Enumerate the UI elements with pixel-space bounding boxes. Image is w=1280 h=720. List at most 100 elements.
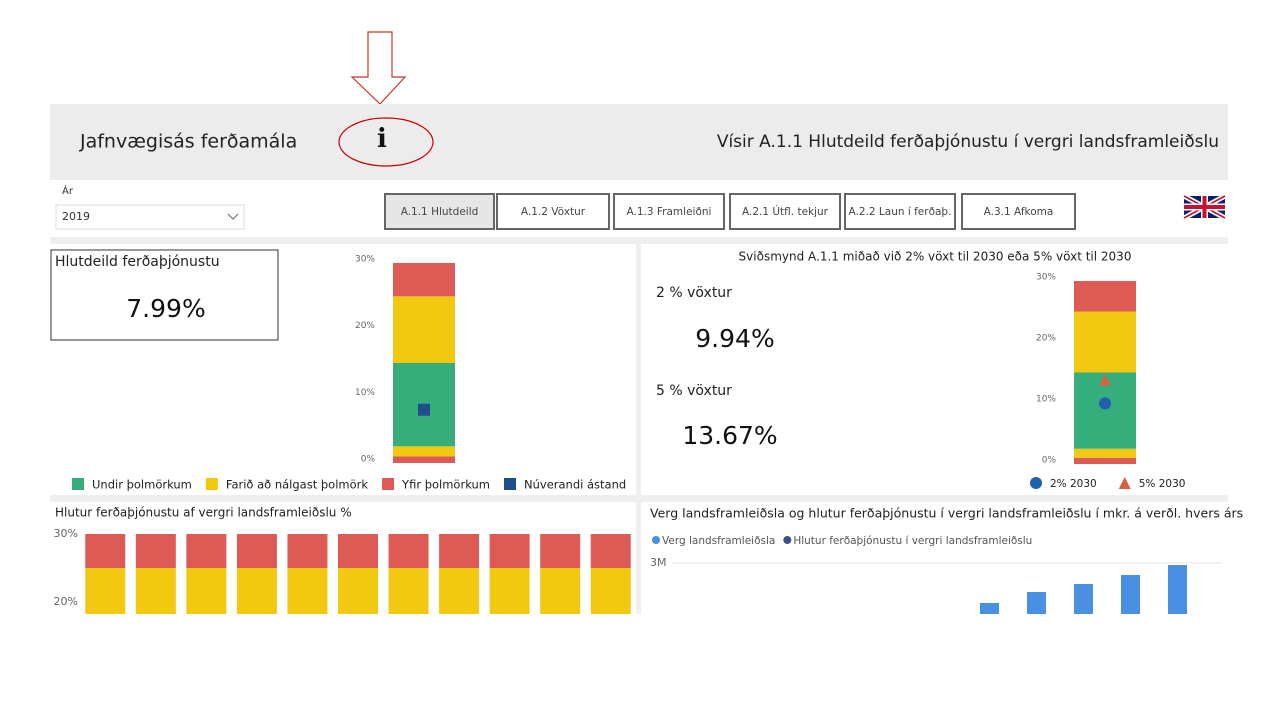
bar-segment (439, 568, 480, 614)
legend-label: 5% 2030 (1139, 478, 1186, 490)
legend-swatch (1030, 477, 1042, 489)
bar-segment (1074, 448, 1136, 458)
bar-segment (389, 636, 429, 720)
flag (1182, 193, 1227, 221)
chart-title: Verg landsframleiðsla og hlutur ferðaþjó… (650, 506, 1243, 521)
card-title: 5 % vöxtur (656, 383, 732, 399)
bar-segment (186, 636, 226, 720)
bar-segment (186, 534, 227, 568)
y-tick-label: 0% (361, 455, 376, 465)
marker (418, 403, 430, 416)
bar-segment (393, 263, 455, 297)
bar-segment (489, 568, 530, 614)
bar (1121, 575, 1140, 614)
slicer-value: 2019 (62, 210, 90, 223)
bar-segment (338, 568, 378, 614)
legend-label: 2% 2030 (1050, 478, 1097, 490)
y-tick-label: 30% (54, 527, 78, 540)
bar-segment (439, 636, 479, 720)
tab[interactable] (384, 193, 495, 230)
y-tick-label: 20% (1036, 334, 1056, 344)
legend-label: Hlutur ferðaþjónustu í vergri landsframl… (793, 535, 1032, 547)
bar-segment (136, 636, 176, 720)
legend-label: Núverandi ástand (524, 478, 626, 492)
tab-label: A.1.1 Hlutdeild (401, 206, 479, 218)
tab[interactable] (844, 193, 956, 230)
card-title: 2 % vöxtur (656, 285, 732, 301)
bar-segment (590, 534, 631, 568)
legend-swatch (652, 536, 660, 544)
bar-segment (1074, 457, 1136, 464)
bar-segment (489, 534, 530, 568)
bar-segment (393, 296, 455, 363)
y-tick-label: 0% (1042, 456, 1057, 466)
bar-segment (393, 456, 455, 463)
legend-swatch (205, 478, 218, 490)
legend-swatch (504, 478, 516, 490)
y-tick-label: 3M (650, 556, 667, 569)
y-tick-label: 30% (355, 255, 375, 265)
separator (636, 244, 641, 614)
info-icon[interactable]: i (377, 124, 387, 154)
bar-segment (85, 568, 126, 614)
tab-label: A.1.3 Framleiðni (627, 206, 712, 218)
dropdown[interactable] (55, 204, 245, 230)
card-value: 13.67% (682, 421, 777, 450)
bar-segment (393, 446, 455, 457)
bar-segment (85, 636, 125, 720)
bar-segment (591, 636, 631, 720)
bar (1168, 565, 1187, 614)
header-indicator: Vísir A.1.1 Hlutdeild ferðaþjónustu í ve… (717, 132, 1219, 152)
bar-segment (490, 636, 530, 720)
bar-segment (1074, 311, 1136, 373)
bar (1074, 584, 1093, 614)
tab[interactable] (496, 193, 610, 230)
marker (1099, 374, 1111, 386)
bar-segment (590, 568, 631, 614)
bar-segment (287, 534, 328, 568)
marker (1099, 397, 1111, 410)
tab[interactable] (961, 193, 1076, 230)
legend-swatch (783, 536, 792, 544)
tab-label: A.2.2 Laun í ferðaþ. (849, 206, 952, 218)
header-bar (50, 104, 1228, 180)
y-tick-label: 10% (355, 388, 375, 398)
chart-title: Sviðsmynd A.1.1 miðað við 2% vöxt til 20… (739, 250, 1132, 264)
chart-title: Hlutur ferðaþjónustu af vergri landsfram… (55, 506, 352, 520)
card-value: 7.99% (126, 294, 205, 323)
bar-segment (135, 568, 176, 614)
bar-segment (540, 636, 580, 720)
bar-segment (338, 636, 378, 720)
bar-segment (237, 636, 277, 720)
bar-segment (287, 636, 327, 720)
bar-segment (85, 534, 126, 568)
highlight (338, 117, 434, 167)
tab-label: A.2.1 Útfl. tekjur (742, 205, 829, 218)
separator (50, 237, 1228, 244)
card-value: 9.94% (695, 324, 774, 353)
card-title: Hlutdeild ferðaþjónustu (55, 254, 220, 270)
card-box (50, 249, 279, 341)
bar-segment (186, 568, 227, 614)
bar-segment (287, 568, 328, 614)
bar-segment (439, 534, 480, 568)
bar (980, 603, 999, 614)
legend-label: Farið að nálgast þolmörk (226, 478, 368, 492)
legend-swatch (382, 478, 395, 490)
bar-segment (1074, 281, 1136, 312)
legend-swatch (72, 478, 84, 490)
slicer-label: Ár (62, 184, 74, 197)
header-title: Jafnvægisás ferðamála (79, 131, 297, 153)
plot: 3M (650, 556, 1222, 614)
bar-segment (338, 534, 378, 568)
tab[interactable] (613, 193, 725, 230)
legend-label: Verg landsframleiðsla (662, 535, 775, 547)
plot: 20% 30% (54, 527, 631, 720)
tab-label: A.3.1 Afkoma (984, 206, 1054, 218)
bar-segment (135, 534, 176, 568)
tab[interactable] (729, 193, 841, 230)
y-tick-label: 30% (1036, 273, 1056, 283)
bar-segment (236, 534, 277, 568)
y-tick-label: 20% (54, 595, 78, 608)
